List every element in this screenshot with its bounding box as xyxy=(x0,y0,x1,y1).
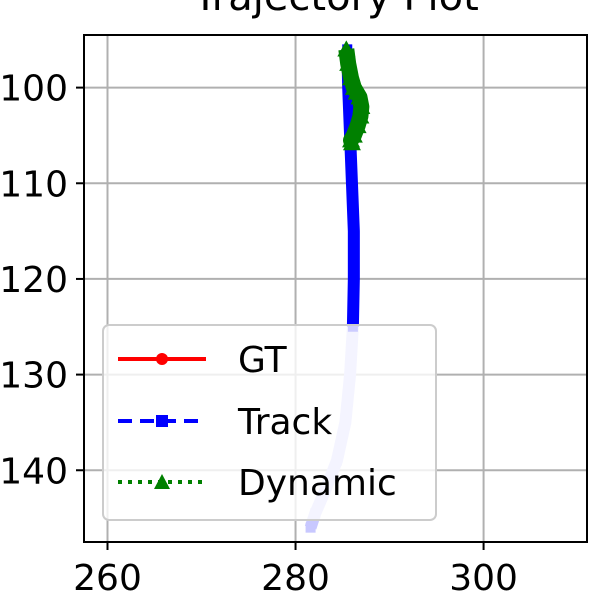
x-tick-label-0: 260 xyxy=(73,558,142,599)
dynamic-marker-1 xyxy=(339,54,358,71)
y-tick-label-3: 130 xyxy=(0,356,68,397)
legend-marker-2 xyxy=(154,474,170,489)
dynamic-marker-5 xyxy=(350,88,369,105)
legend: GT Track Dynamic xyxy=(102,324,437,521)
track-marker-3 xyxy=(346,178,357,189)
x-tick-label-2: 300 xyxy=(449,558,518,599)
x-tick-label-1: 280 xyxy=(261,558,330,599)
legend-marker-1 xyxy=(156,415,168,427)
legend-label-2: Dynamic xyxy=(238,463,397,504)
axis-ticks: 260 280 300 100 110 120 130 140 xyxy=(0,69,518,599)
y-tick-label-4: 140 xyxy=(0,451,68,492)
legend-box xyxy=(102,324,437,521)
track-marker-4 xyxy=(348,226,359,237)
legend-label-1: Track xyxy=(237,402,332,443)
y-tick-label-0: 100 xyxy=(0,69,68,110)
track-marker-12 xyxy=(305,522,316,533)
plot-frame xyxy=(83,34,588,543)
y-tick-label-1: 110 xyxy=(0,164,68,205)
legend-label-0: GT xyxy=(238,340,288,381)
dynamic-marker-7 xyxy=(351,107,370,124)
dynamic-marker-2 xyxy=(342,69,361,86)
dynamic-marker-11 xyxy=(342,134,361,151)
dynamic-marker-6 xyxy=(352,97,371,114)
track-marker-5 xyxy=(348,273,359,284)
chart-title: Trajectory Plot xyxy=(192,0,479,20)
legend-marker-0 xyxy=(156,353,168,365)
y-tick-label-2: 120 xyxy=(0,260,68,301)
dynamic-marker-0 xyxy=(337,40,356,57)
